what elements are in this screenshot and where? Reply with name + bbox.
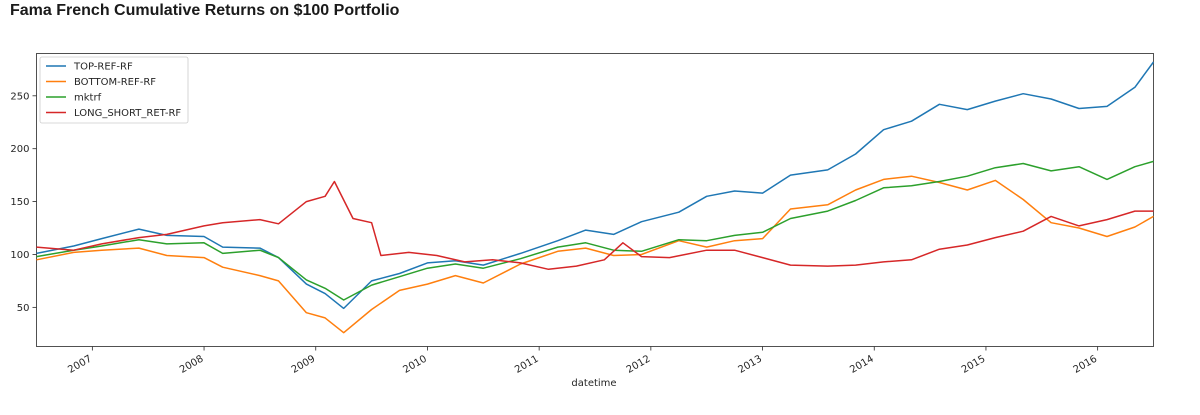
series-line-3	[36, 180, 1154, 271]
chart-title: Fama French Cumulative Returns on $100 P…	[10, 2, 400, 19]
x-tick-label: 2009	[290, 354, 318, 376]
x-tick-label: 2015	[960, 354, 988, 376]
series-line-0	[36, 61, 1155, 310]
legend-label-3: LONG_SHORT_RET-RF	[74, 108, 181, 119]
x-tick-label: 2016	[1072, 354, 1100, 376]
y-tick-label: 250	[10, 91, 29, 102]
series-layer	[36, 61, 1155, 334]
y-tick-label: 200	[10, 144, 29, 155]
x-tick-label: 2008	[178, 354, 206, 376]
legend-label-2: mktrf	[74, 93, 102, 104]
x-tick-label: 2010	[401, 354, 429, 376]
legend-label-1: BOTTOM-REF-RF	[74, 77, 156, 88]
series-line-1	[36, 175, 1154, 334]
x-axis: 2007 2008 2009 2010 2011 2012 2013 2014 2015 2016	[66, 346, 1100, 376]
x-tick-label: 2007	[66, 354, 94, 376]
x-axis-label: datetime	[571, 378, 616, 389]
x-tick-label: 2011	[513, 354, 541, 376]
y-tick-label: 50	[17, 303, 30, 314]
series-line-2	[36, 160, 1154, 301]
plot-area-frame	[36, 53, 1154, 347]
y-tick-label: 100	[10, 250, 29, 261]
y-tick-label: 150	[10, 197, 29, 208]
legend-label-0: TOP-REF-RF	[73, 62, 133, 73]
x-tick-label: 2014	[848, 354, 876, 376]
x-tick-label: 2013	[737, 354, 765, 376]
legend-box	[39, 56, 189, 124]
x-tick-label: 2012	[625, 354, 653, 376]
legend: TOP-REF-RF BOTTOM-REF-RF mktrf LONG_SHORT_R…	[39, 56, 189, 124]
y-axis: 50 100 150 200 250	[10, 91, 37, 314]
